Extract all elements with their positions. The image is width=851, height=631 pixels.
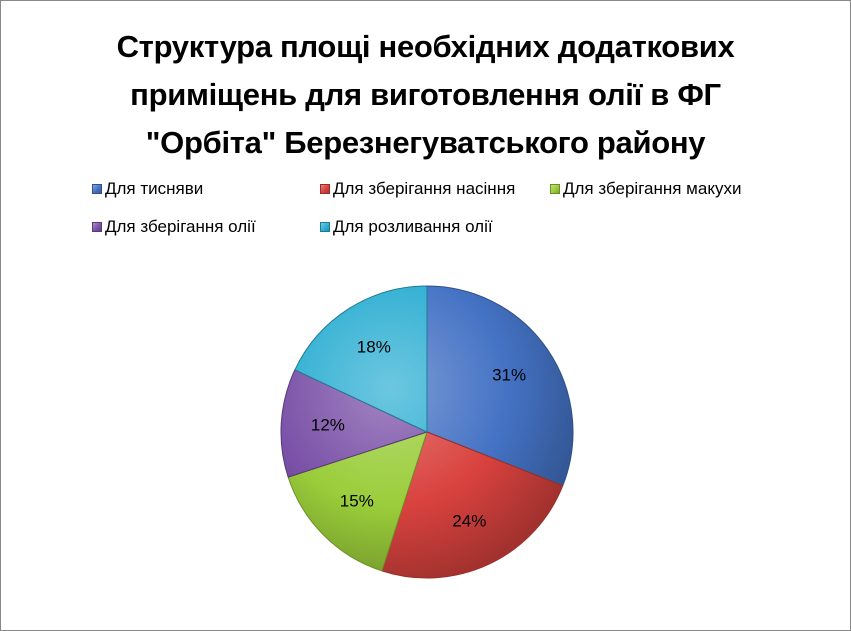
legend-label: Для зберігання насіння bbox=[333, 179, 516, 198]
pie-slice-oil-storage bbox=[280, 369, 428, 478]
pie-data-labels: 31% 24% 15% 12% 18% bbox=[311, 338, 526, 531]
data-label-oil-storage: 12% bbox=[311, 415, 345, 434]
pie-slices bbox=[280, 285, 574, 579]
chart-title-line: приміщень для виготовлення олії в ФГ bbox=[130, 77, 721, 112]
data-label-seed-storage: 24% bbox=[452, 511, 486, 530]
legend-swatch-seed-storage bbox=[320, 184, 330, 194]
legend-swatch-press bbox=[92, 184, 102, 194]
pie-slice-cake-storage bbox=[287, 431, 428, 572]
chart-title-line: "Орбіта" Березнегуватського району bbox=[145, 125, 706, 160]
data-label-press: 31% bbox=[492, 366, 526, 385]
chart-title: Структура площі необхідних додаткових пр… bbox=[21, 23, 830, 167]
legend-swatch-cake-storage bbox=[550, 184, 560, 194]
data-label-oil-bottling: 18% bbox=[357, 338, 391, 357]
chart-title-line: Структура площі необхідних додаткових bbox=[116, 29, 735, 64]
pie-slice-seed-storage bbox=[381, 431, 564, 579]
data-label-cake-storage: 15% bbox=[340, 492, 374, 511]
legend-swatch-oil-storage bbox=[92, 222, 102, 232]
legend-label: Для зберігання макухи bbox=[563, 179, 742, 198]
legend-swatch-oil-bottling bbox=[320, 222, 330, 232]
legend-label: Для тисняви bbox=[105, 179, 204, 198]
legend-label: Для розливання олії bbox=[333, 217, 493, 236]
legend-label: Для зберігання олії bbox=[105, 217, 256, 236]
pie-slice-oil-bottling bbox=[294, 285, 428, 433]
pie-slice-press bbox=[426, 285, 574, 487]
